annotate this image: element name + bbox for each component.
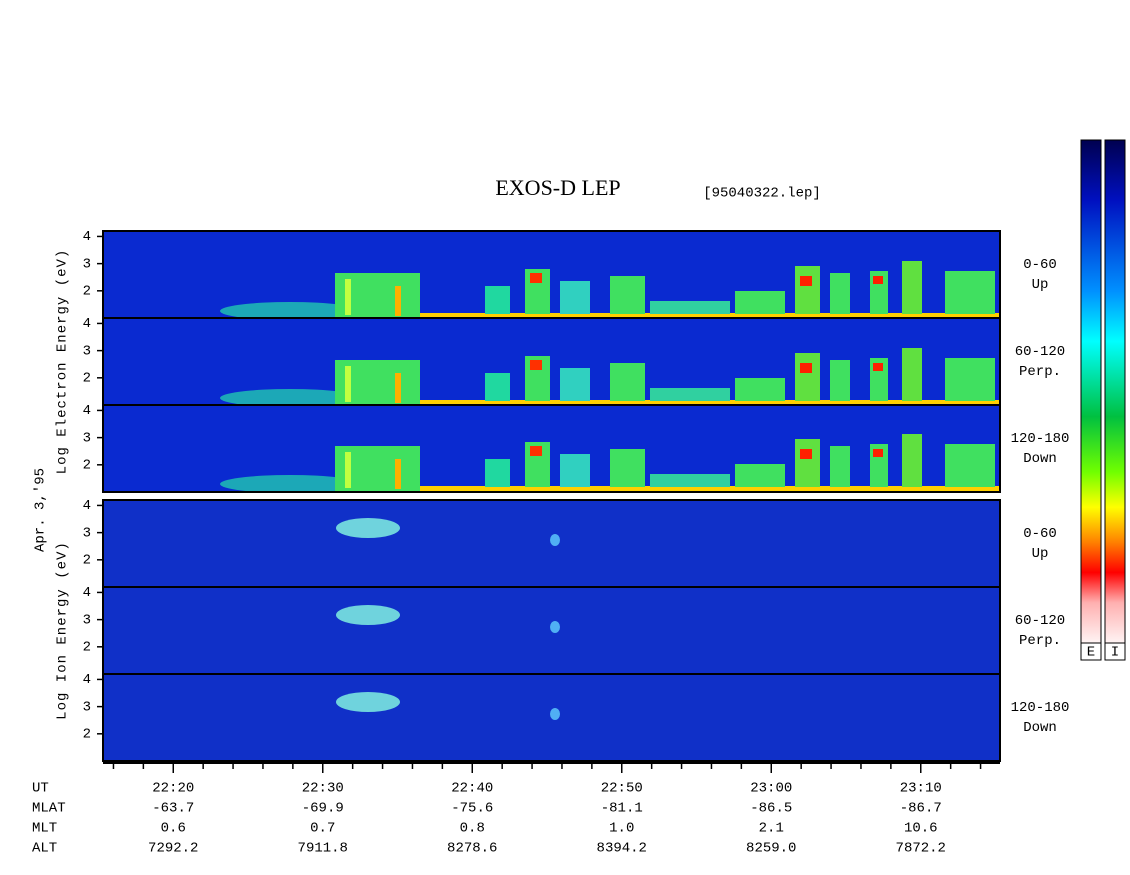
y-tick-label: 4	[83, 498, 91, 514]
colorbar-label-box	[1104, 642, 1126, 661]
panel-direction-label: Up	[1032, 277, 1049, 293]
y-tick-label: 4	[83, 672, 91, 688]
date-label: Apr. 3,'95	[33, 468, 49, 552]
ephemeris-value: -86.5	[750, 801, 792, 817]
panel-angle-label: 60-120	[1015, 613, 1065, 629]
colorbar-label: E	[1087, 645, 1095, 661]
ephemeris-value: 0.6	[161, 821, 186, 837]
ephemeris-value: 0.8	[460, 821, 485, 837]
ephemeris-value: 7911.8	[298, 841, 348, 857]
y-tick-label: 2	[83, 640, 91, 656]
chart-title: EXOS-D LEP	[495, 175, 620, 200]
y-tick-label: 4	[83, 403, 91, 419]
x-tick-label: 23:10	[900, 781, 942, 797]
ephemeris-value: -75.6	[451, 801, 493, 817]
colorbar-label-box	[1080, 642, 1102, 661]
ephemeris-label: MLT	[32, 821, 57, 837]
ephemeris-label: MLAT	[32, 801, 66, 817]
x-tick-label: 22:20	[152, 781, 194, 797]
y-axis-label: Log Electron Energy (eV)	[55, 249, 71, 475]
y-tick-label: 2	[83, 371, 91, 387]
y-tick-label: 4	[83, 229, 91, 245]
ephemeris-value: 8259.0	[746, 841, 796, 857]
x-tick-label: 22:40	[451, 781, 493, 797]
ephemeris-value: -69.9	[302, 801, 344, 817]
y-tick-label: 2	[83, 284, 91, 300]
panel-direction-label: Perp.	[1019, 633, 1061, 649]
ephemeris-value: 1.0	[609, 821, 634, 837]
y-axis-label: Log Ion Energy (eV)	[55, 541, 71, 720]
ephemeris-value: -63.7	[152, 801, 194, 817]
panel-direction-label: Down	[1023, 451, 1057, 467]
ephemeris-value: 8394.2	[597, 841, 647, 857]
y-tick-label: 3	[83, 612, 91, 628]
ephemeris-value: 7292.2	[148, 841, 198, 857]
y-tick-label: 2	[83, 727, 91, 743]
x-tick-label: 22:30	[302, 781, 344, 797]
panel-direction-label: Perp.	[1019, 364, 1061, 380]
ephemeris-value: 8278.6	[447, 841, 497, 857]
colorbar-label: I	[1111, 645, 1119, 661]
ephemeris-value: 10.6	[904, 821, 938, 837]
panel-direction-label: Up	[1032, 546, 1049, 562]
colorbar	[1104, 139, 1126, 644]
y-tick-label: 2	[83, 458, 91, 474]
panel-angle-label: 120-180	[1011, 431, 1070, 447]
ephemeris-label: ALT	[32, 841, 57, 857]
y-tick-label: 4	[83, 585, 91, 601]
colorbar	[1080, 139, 1102, 644]
y-tick-label: 3	[83, 256, 91, 272]
panel-angle-label: 120-180	[1011, 700, 1070, 716]
y-tick-label: 3	[83, 343, 91, 359]
x-tick-label: 22:50	[601, 781, 643, 797]
ephemeris-value: -86.7	[900, 801, 942, 817]
ephemeris-value: 0.7	[310, 821, 335, 837]
panel-frame	[102, 673, 1001, 762]
ephemeris-value: 2.1	[759, 821, 784, 837]
ephemeris-value: -81.1	[601, 801, 643, 817]
x-tick-label: 23:00	[750, 781, 792, 797]
y-tick-label: 4	[83, 316, 91, 332]
y-tick-label: 2	[83, 553, 91, 569]
y-tick-label: 3	[83, 699, 91, 715]
panel-angle-label: 0-60	[1023, 257, 1057, 273]
panel-angle-label: 0-60	[1023, 526, 1057, 542]
ephemeris-value: 7872.2	[896, 841, 946, 857]
chart-subtitle: [95040322.lep]	[703, 186, 821, 202]
panel-direction-label: Down	[1023, 720, 1057, 736]
y-tick-label: 3	[83, 430, 91, 446]
y-tick-label: 3	[83, 525, 91, 541]
panel-frame	[102, 404, 1001, 493]
panel-angle-label: 60-120	[1015, 344, 1065, 360]
ephemeris-label: UT	[32, 781, 49, 797]
